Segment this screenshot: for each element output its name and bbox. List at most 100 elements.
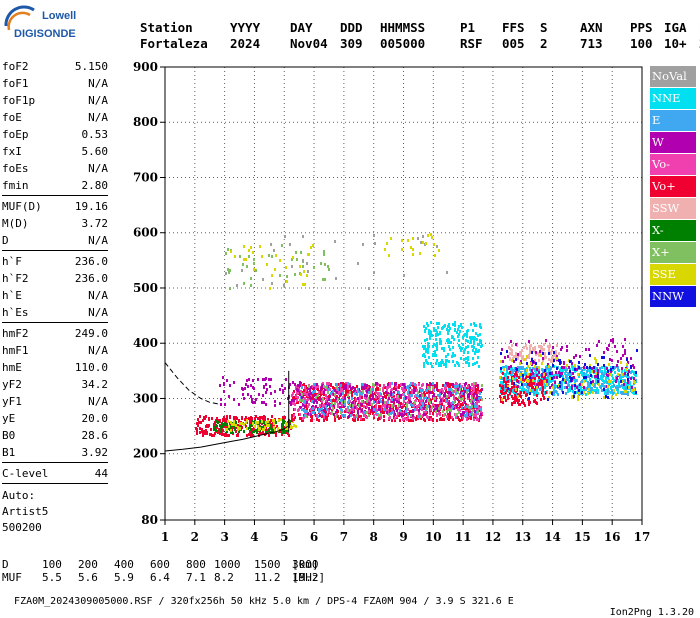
echo-point-e bbox=[373, 401, 375, 404]
echo-point-e bbox=[466, 405, 468, 408]
echo-point-sse bbox=[285, 424, 287, 427]
echo-point-nne bbox=[589, 378, 591, 381]
echo-point-vo bbox=[471, 395, 473, 398]
echo-point-w bbox=[541, 373, 543, 376]
echo-point-w bbox=[552, 346, 554, 349]
param-row-b0: B0 28.6 bbox=[2, 427, 108, 444]
echo-point-nne bbox=[595, 377, 597, 380]
echo-point-vo bbox=[399, 419, 401, 422]
echo-point-nne bbox=[459, 346, 461, 349]
echo-point-w bbox=[339, 401, 341, 404]
echo-point-e bbox=[313, 383, 315, 386]
echo-point-nne bbox=[435, 334, 437, 337]
echo-point-ssw bbox=[544, 352, 546, 355]
echo-point-w bbox=[354, 388, 356, 391]
echo-point-nnw bbox=[636, 349, 638, 352]
x-tick-label: 11 bbox=[455, 530, 472, 544]
echo-point-w bbox=[546, 381, 548, 384]
echo-point-vo bbox=[467, 385, 469, 388]
echo-point-vo bbox=[402, 389, 404, 392]
echo-point-e bbox=[624, 379, 626, 382]
echo-point-nne bbox=[473, 339, 475, 342]
echo-point-vo bbox=[510, 389, 512, 392]
echo-point-e bbox=[565, 375, 567, 378]
echo-point-ssw bbox=[529, 348, 531, 351]
echo-point-nne bbox=[546, 377, 548, 380]
echo-point-ssw bbox=[550, 351, 552, 354]
param-name: h`Es bbox=[2, 306, 29, 319]
echo-point-x bbox=[451, 389, 453, 392]
echo-point-vo bbox=[258, 433, 260, 436]
echo-point-x bbox=[331, 412, 333, 415]
echo-point-vo bbox=[293, 418, 295, 421]
echo-point-vo bbox=[516, 374, 518, 377]
echo-point-sse bbox=[617, 373, 619, 376]
echo-point-vo bbox=[387, 409, 389, 412]
echo-point-vo bbox=[262, 418, 264, 421]
echo-point-sse bbox=[233, 420, 235, 423]
echo-point-vo bbox=[363, 405, 365, 408]
echo-point-x bbox=[427, 386, 429, 389]
echo-point-nne bbox=[597, 391, 599, 394]
echo-point-w bbox=[603, 351, 605, 354]
echo-point-e bbox=[607, 389, 609, 392]
echo-point-x bbox=[327, 265, 329, 268]
echo-point-x bbox=[308, 385, 310, 388]
echo-point-x bbox=[373, 384, 375, 387]
echo-point-vo bbox=[294, 408, 296, 411]
echo-point-e bbox=[599, 367, 601, 370]
auto-line: 500200 bbox=[2, 521, 42, 534]
echo-point-e bbox=[420, 406, 422, 409]
echo-point-x bbox=[323, 250, 325, 253]
echo-point-w bbox=[597, 369, 599, 372]
echo-point-vo bbox=[248, 417, 250, 420]
echo-point-nne bbox=[438, 362, 440, 365]
echo-point-ssw bbox=[551, 356, 553, 359]
echo-point-e bbox=[527, 386, 529, 389]
echo-point-nne bbox=[472, 363, 474, 366]
echo-point-w bbox=[449, 404, 451, 407]
echo-point-nne bbox=[562, 370, 564, 373]
echo-point-nne bbox=[425, 350, 427, 353]
echo-point-w bbox=[328, 398, 330, 401]
echo-point-x bbox=[450, 409, 452, 412]
echo-point-vo bbox=[467, 397, 469, 400]
echo-point-w bbox=[307, 412, 309, 415]
header-label-1: YYYY bbox=[230, 20, 261, 35]
echo-point-e bbox=[347, 382, 349, 385]
echo-point-vo bbox=[400, 402, 402, 405]
echo-point-e bbox=[439, 393, 441, 396]
param-value: 20.0 bbox=[81, 412, 109, 425]
echo-point-e bbox=[479, 392, 481, 395]
echo-point-vo bbox=[502, 401, 504, 404]
echo-point-sse bbox=[227, 420, 229, 423]
echo-point-nnw bbox=[630, 365, 632, 368]
echo-point-vo bbox=[459, 419, 461, 422]
echo-point-nne bbox=[438, 364, 440, 367]
echo-point-sse bbox=[250, 246, 252, 249]
echo-point-ssw bbox=[548, 347, 550, 350]
echo-point-vo bbox=[501, 392, 503, 395]
header-value-9: 100 bbox=[630, 36, 653, 51]
echo-point-sse bbox=[519, 373, 521, 376]
echo-point-vo bbox=[394, 419, 396, 422]
param-separator bbox=[2, 462, 108, 463]
echo-point-vo bbox=[310, 408, 312, 411]
echo-point-vo bbox=[375, 404, 377, 407]
echo-point-vo bbox=[291, 417, 293, 420]
echo-point-sse bbox=[267, 420, 269, 423]
echo-point-w bbox=[535, 351, 537, 354]
echo-point-vo bbox=[511, 403, 513, 406]
header-label-5: P1 bbox=[460, 20, 476, 35]
echo-point-x bbox=[367, 397, 369, 400]
echo-point-vo bbox=[397, 407, 399, 410]
echo-point-ssw bbox=[545, 356, 547, 359]
echo-point-w bbox=[622, 345, 624, 348]
echo-point-vo bbox=[296, 399, 298, 402]
echo-point-sse bbox=[273, 426, 275, 429]
echo-point-vo bbox=[436, 414, 438, 417]
echo-point-nne bbox=[614, 371, 616, 374]
x-tick-label: 4 bbox=[250, 530, 258, 544]
echo-point-w bbox=[324, 388, 326, 391]
echo-point-x bbox=[473, 382, 475, 385]
